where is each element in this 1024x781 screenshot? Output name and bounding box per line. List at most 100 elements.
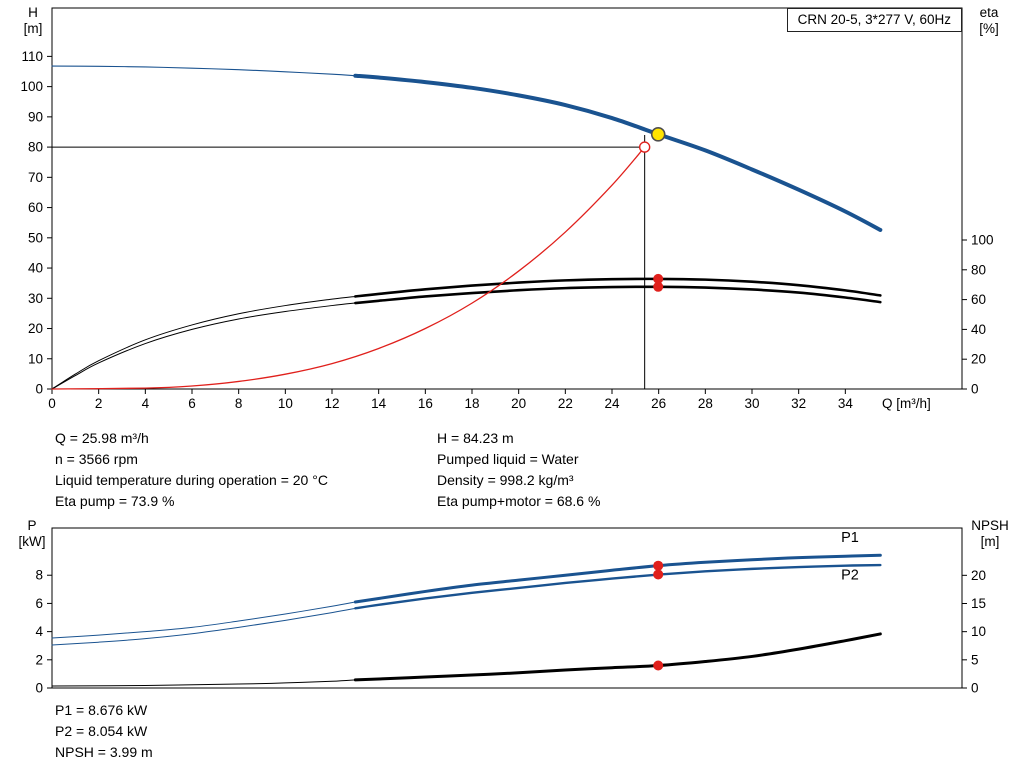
power-npsh-chart: 0 2 4 6 8 0 5 10 15 20 P1 P2 [35,527,986,696]
y-tick-left-label: 30 [28,291,43,306]
y-tick-right-label: 15 [971,596,986,611]
x-tick-label: 34 [838,396,854,411]
p-axis-label-symbol: P [27,518,37,533]
result-line-p2: P2 = 8.054 kW [55,723,148,739]
p1-curve-thin [51,601,356,639]
p-axis-label: P [kW] [12,518,52,550]
x-tick-label: 32 [791,396,806,411]
y-tick-left-label: 70 [28,170,43,185]
y-tick-left-label: 20 [28,321,43,336]
x-tick-label: 16 [418,396,433,411]
y-tick-left-label: 100 [20,79,43,94]
plot-border [51,527,963,689]
eta-pump-curve-thin [51,295,356,390]
y-tick-left-label: 2 [35,652,43,667]
y-tick-right-label: 20 [971,568,986,583]
y-tick-left-label: 60 [28,200,43,215]
y-tick-right-label: 80 [971,262,986,277]
y-tick-right-label: 10 [971,624,986,639]
eta-axis-label-unit: [%] [979,21,999,36]
pump-curve-thin [51,65,356,77]
eta-pump-point [653,273,664,284]
y-tick-left-label: 110 [21,49,43,64]
p2-point [653,569,664,580]
x-tick-label: 22 [558,396,573,411]
x-tick-label: 14 [371,396,387,411]
y-tick-right-label: 60 [971,292,986,307]
x-tick-label: 24 [604,396,620,411]
x-tick-label: 8 [235,396,243,411]
duty-point-requested[interactable] [638,141,651,153]
x-tick-label: 30 [744,396,759,411]
eta-pump-motor-curve-thin [51,302,356,390]
x-tick-label: 10 [278,396,293,411]
y-tick-right-label: 40 [971,322,986,337]
eta-pump-motor-curve [354,285,882,305]
p2-curve-thin [51,607,356,646]
x-tick-label: 4 [142,396,150,411]
h-axis-label-symbol: H [28,5,38,20]
x-tick-label: 18 [464,396,479,411]
y-tick-left-label: 10 [28,351,43,366]
y-tick-left-label: 40 [28,261,43,276]
info-line-eta-pump: Eta pump = 73.9 % [55,493,175,509]
info-line-liquid-temp: Liquid temperature during operation = 20… [55,472,328,488]
y-tick-right-label: 0 [971,382,979,397]
results-column: P1 = 8.676 kW P2 = 8.054 kW NPSH = 3.99 … [55,700,153,763]
result-line-p1: P1 = 8.676 kW [55,702,148,718]
x-tick-label: 0 [48,396,56,411]
npsh-axis-label: NPSH [m] [962,518,1018,550]
x-tick-label: 26 [651,396,666,411]
p1-point [653,560,664,571]
x-tick-label: 12 [324,396,339,411]
y-tick-right-label: 0 [971,681,979,696]
duty-point-actual[interactable] [650,127,666,142]
system-curve [51,146,646,390]
npsh-axis-label-unit: [m] [980,534,1000,549]
p-axis-label-unit: [kW] [18,534,46,549]
y-tick-left-label: 4 [35,624,43,639]
eta-axis-label: eta [%] [966,5,1012,37]
info-line-n: n = 3566 rpm [55,451,138,467]
plot-border [51,7,963,390]
eta-pump-motor-point [653,281,664,292]
pump-curve [353,73,883,232]
info-line-h: H = 84.23 m [437,430,514,446]
x-tick-label: 20 [511,396,526,411]
pump-model-title: CRN 20-5, 3*277 V, 60Hz [786,8,962,32]
npsh-curve-thin [51,679,356,687]
eta-axis-label-symbol: eta [979,5,999,20]
y-tick-left-label: 80 [28,140,43,155]
info-left-column: Q = 25.98 m³/h n = 3566 rpm Liquid tempe… [55,428,328,512]
p1-curve [353,553,882,604]
p2-curve [354,563,882,610]
info-line-q: Q = 25.98 m³/h [55,430,149,446]
npsh-curve [353,632,882,682]
h-axis-label-unit: [m] [23,21,43,36]
npsh-axis-label-symbol: NPSH [971,518,1009,533]
eta-pump-curve [354,277,882,298]
result-line-npsh: NPSH = 3.99 m [55,744,153,760]
x-tick-label: 6 [188,396,196,411]
y-tick-right-label: 100 [971,232,994,247]
series-label-p1: P1 [841,530,859,546]
info-line-pumped-liquid: Pumped liquid = Water [437,451,579,467]
npsh-point [653,660,664,671]
series-label-p2: P2 [841,567,859,583]
y-tick-right-label: 20 [971,352,986,367]
q-axis-label: Q [m³/h] [882,396,931,411]
qh-chart: 0 2 4 6 8 10 12 14 16 18 20 22 24 26 28 30 32 34010203040… [20,7,994,411]
h-axis-label: H [m] [16,5,50,37]
y-tick-left-label: 8 [35,568,43,583]
y-tick-left-label: 90 [28,109,43,124]
y-tick-left-label: 6 [35,596,43,611]
x-tick-label: 2 [95,396,103,411]
y-tick-left-label: 0 [35,681,43,696]
info-line-eta-pump-motor: Eta pump+motor = 68.6 % [437,493,601,509]
y-tick-right-label: 5 [971,652,979,667]
info-line-density: Density = 998.2 kg/m³ [437,472,574,488]
info-right-column: H = 84.23 m Pumped liquid = Water Densit… [437,428,600,512]
x-tick-label: 28 [698,396,713,411]
y-tick-left-label: 50 [28,230,43,245]
